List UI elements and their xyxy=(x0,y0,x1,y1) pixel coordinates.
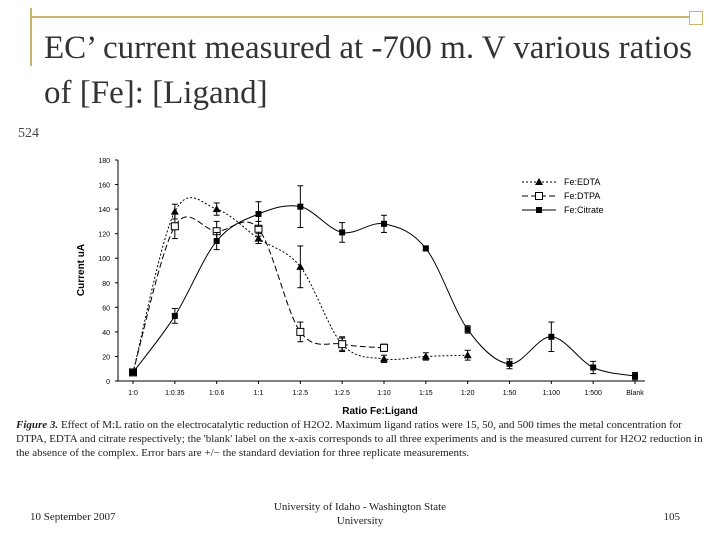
x-axis-label: Ratio Fe:Ligand xyxy=(342,406,418,417)
citrate-square-marker xyxy=(422,245,429,252)
figure-caption-lead: Figure 3. xyxy=(16,419,59,431)
x-tick-label: 1:1 xyxy=(254,390,264,397)
citrate-square-marker xyxy=(632,373,638,380)
citrate-square-marker xyxy=(590,364,597,371)
y-tick-label: 120 xyxy=(98,232,110,239)
figure-caption-text: Effect of M:L ratio on the electrocataly… xyxy=(16,419,703,459)
series-fe-edta xyxy=(129,197,472,376)
dtpa-square-marker xyxy=(338,340,347,349)
y-axis-label: Current uA xyxy=(76,244,87,296)
y-tick-label: 60 xyxy=(102,305,110,312)
source-page-number: 524 xyxy=(18,126,39,141)
footer-institution: University of Idaho - Washington State U… xyxy=(250,500,470,528)
legend-label: Fe:DTPA xyxy=(564,191,600,201)
decorative-square-icon xyxy=(689,11,703,25)
y-tick-label: 40 xyxy=(102,330,110,337)
x-tick-label: 1:0.6 xyxy=(209,390,225,397)
edta-triangle-marker xyxy=(380,354,388,362)
x-tick-label: 1:0.35 xyxy=(165,390,185,397)
y-tick-label: 100 xyxy=(98,256,110,263)
footer-date: 10 September 2007 xyxy=(30,511,116,523)
y-tick-label: 160 xyxy=(98,183,110,190)
x-tick-label: 1:2.5 xyxy=(293,390,309,397)
edta-triangle-marker xyxy=(254,234,263,242)
y-tick-label: 80 xyxy=(102,281,110,288)
chart-legend: Fe:EDTA Fe:DTPA Fe:Citrate xyxy=(518,174,640,224)
citrate-square-marker xyxy=(381,220,387,227)
decorative-vertical-rule xyxy=(30,8,32,66)
x-tick-label: 1:2.5 xyxy=(334,390,350,397)
edta-triangle-marker xyxy=(535,178,543,185)
legend-label: Fe:EDTA xyxy=(564,177,600,187)
footer-institution-line1: University of Idaho - Washington State xyxy=(273,501,447,513)
citrate-square-marker xyxy=(297,203,304,210)
x-tick-label: 1:50 xyxy=(503,390,517,397)
y-tick-label: 20 xyxy=(102,354,110,361)
chart-series xyxy=(129,185,638,381)
edta-triangle-marker xyxy=(296,262,305,270)
x-tick-label: Blank xyxy=(626,390,644,397)
dtpa-square-marker xyxy=(296,327,305,336)
series-fe-citrate xyxy=(130,185,638,381)
x-tick-label: 1:20 xyxy=(461,390,475,397)
x-tick-label: 1:10 xyxy=(377,390,391,397)
y-tick-label: 0 xyxy=(106,379,110,386)
dtpa-square-marker xyxy=(170,222,179,231)
dtpa-square-marker xyxy=(380,343,388,352)
chart-axes xyxy=(117,160,645,382)
x-tick-label: 1:0 xyxy=(128,390,138,397)
legend-label: Fe:Citrate xyxy=(564,205,604,215)
y-axis-ticks: 0 20 40 60 80 100 120 140 160 180 xyxy=(98,158,118,386)
edta-triangle-marker xyxy=(212,205,221,213)
citrate-square-marker xyxy=(506,360,513,367)
citrate-square-marker xyxy=(213,238,220,245)
citrate-square-marker xyxy=(464,326,471,333)
slide-title: EC’ current measured at -700 m. V variou… xyxy=(44,30,692,111)
citrate-square-marker xyxy=(339,229,346,236)
dtpa-square-marker xyxy=(535,192,543,200)
citrate-square-marker xyxy=(130,369,136,376)
citrate-square-marker xyxy=(171,312,178,319)
citrate-square-marker xyxy=(536,207,542,213)
series-line xyxy=(132,197,468,373)
edta-triangle-marker xyxy=(170,207,179,215)
x-axis-ticks: 1:0 1:0.35 1:0.6 1:1 1:2.5 1:2.5 1:10 1:15 1:20 1… xyxy=(128,381,644,397)
decorative-horizontal-rule xyxy=(30,16,700,18)
footer-page-number: 105 xyxy=(663,511,681,523)
figure-caption: Figure 3. Effect of M:L ratio on the ele… xyxy=(16,418,706,460)
citrate-square-marker xyxy=(548,333,555,340)
x-tick-label: 1:500 xyxy=(584,390,602,397)
y-tick-label: 140 xyxy=(98,207,110,214)
footer-institution-line2: University xyxy=(336,515,384,527)
edta-triangle-marker xyxy=(421,352,430,360)
citrate-square-marker xyxy=(255,211,262,218)
x-tick-label: 1:100 xyxy=(543,390,561,397)
y-tick-label: 180 xyxy=(98,158,110,165)
edta-triangle-marker xyxy=(463,351,472,359)
x-tick-label: 1:15 xyxy=(419,390,433,397)
